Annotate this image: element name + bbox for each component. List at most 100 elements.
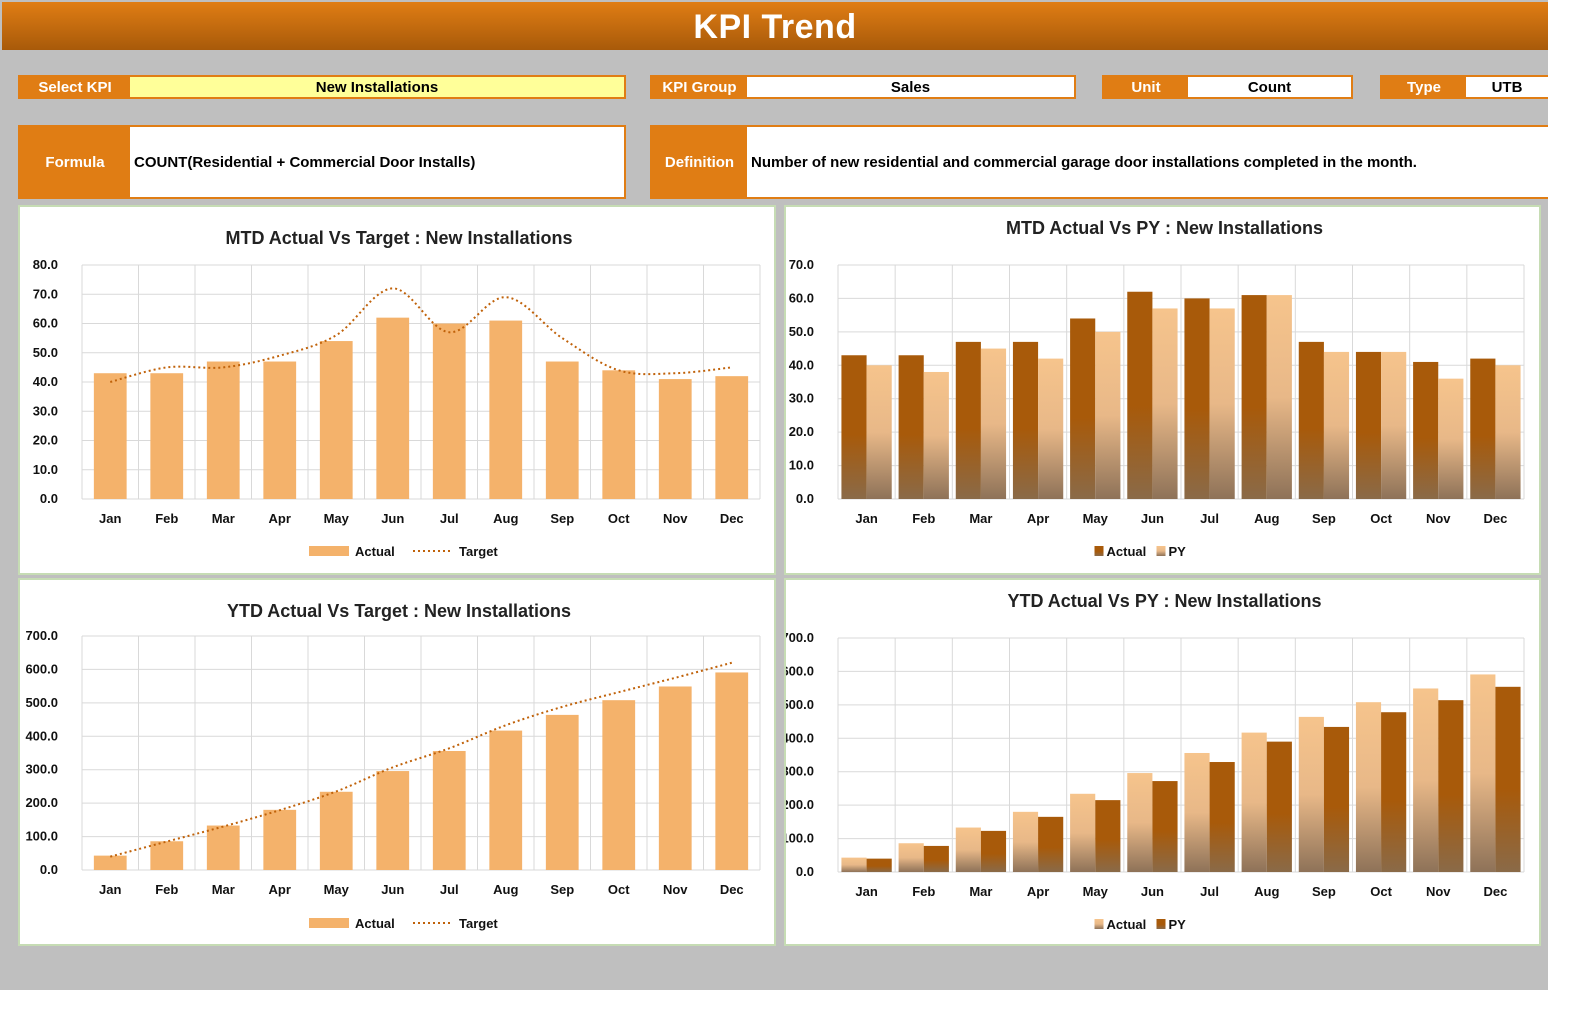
legend-label-actual: Actual <box>1107 917 1147 932</box>
bar-py <box>1095 800 1121 872</box>
x-tick-label: Sep <box>1312 511 1336 526</box>
bar-actual <box>319 791 353 870</box>
y-tick-label: 700.0 <box>786 630 814 645</box>
bar-actual <box>715 376 749 499</box>
bar-actual <box>1241 295 1267 499</box>
chart-svg-3: YTD Actual Vs PY : New Installations 0.0 1… <box>786 591 1525 932</box>
x-tick-label: Jul <box>1200 884 1219 899</box>
x-tick-label: Dec <box>720 511 744 526</box>
bar-actual <box>1413 361 1439 499</box>
x-tick-label: Feb <box>155 882 178 897</box>
bar-actual <box>955 827 981 872</box>
definition-label: Definition <box>652 127 747 197</box>
y-tick-label: 50.0 <box>789 324 814 339</box>
unit-value: Count <box>1188 77 1351 97</box>
x-tick-label: Apr <box>269 882 291 897</box>
y-tick-label: 300.0 <box>25 762 58 777</box>
x-tick-label: Oct <box>1370 884 1392 899</box>
x-tick-label: Feb <box>155 511 178 526</box>
x-tick-label: Jun <box>1141 511 1164 526</box>
type-label: Type <box>1382 77 1466 97</box>
y-tick-label: 500.0 <box>786 697 814 712</box>
x-tick-label: Dec <box>1483 884 1507 899</box>
formula-block: Formula COUNT(Residential + Commercial D… <box>18 125 626 199</box>
bar-actual <box>489 730 523 870</box>
x-tick-label: Mar <box>969 884 992 899</box>
line-target <box>109 661 733 858</box>
legend-label-py: PY <box>1169 544 1187 559</box>
select-kpi-label: Select KPI <box>20 77 130 97</box>
y-tick-label: 0.0 <box>40 491 58 506</box>
definition-value: Number of new residential and commercial… <box>747 127 1548 197</box>
y-tick-label: 500.0 <box>25 695 58 710</box>
x-tick-label: Jan <box>855 511 877 526</box>
x-tick-label: Jan <box>99 882 121 897</box>
formula-label: Formula <box>20 127 130 197</box>
page-title: KPI Trend <box>2 2 1548 50</box>
chart-svg-2: YTD Actual Vs Target : New Installations… <box>25 601 761 931</box>
bar-py <box>1038 816 1064 872</box>
select-kpi-field[interactable]: Select KPI New Installations <box>18 75 626 99</box>
bar-py <box>1438 378 1464 499</box>
x-tick-label: Oct <box>608 511 630 526</box>
sheet-margin-bottom <box>0 990 1548 1012</box>
legend-label-actual: Actual <box>1107 544 1147 559</box>
bar-py <box>866 858 892 872</box>
bar-actual <box>955 341 981 499</box>
legend-swatch-py <box>1156 546 1166 556</box>
bar-actual <box>1355 351 1382 499</box>
legend-label-target: Target <box>459 544 498 559</box>
bar-actual <box>93 855 127 870</box>
bar-actual <box>1070 793 1096 872</box>
unit-field: Unit Count <box>1102 75 1353 99</box>
y-tick-label: 0.0 <box>796 491 814 506</box>
bar-actual <box>1298 716 1324 872</box>
bar-actual <box>602 700 636 870</box>
bar-actual <box>263 809 297 870</box>
y-tick-label: 20.0 <box>789 424 814 439</box>
x-tick-label: May <box>324 511 350 526</box>
y-tick-label: 100.0 <box>25 829 58 844</box>
bar-actual <box>1127 773 1153 872</box>
bar-actual <box>602 370 636 499</box>
y-tick-label: 30.0 <box>33 403 58 418</box>
y-tick-label: 0.0 <box>40 862 58 877</box>
bar-actual <box>715 672 749 870</box>
bar-actual <box>1355 702 1382 872</box>
x-tick-label: Feb <box>912 511 935 526</box>
x-tick-label: Nov <box>1426 884 1451 899</box>
x-tick-label: Jul <box>440 511 459 526</box>
y-tick-label: 70.0 <box>789 257 814 272</box>
x-tick-label: Apr <box>1027 884 1049 899</box>
chart-title: YTD Actual Vs Target : New Installations <box>227 601 571 621</box>
x-tick-label: Mar <box>212 882 235 897</box>
bar-actual <box>658 379 692 499</box>
x-tick-label: Dec <box>720 882 744 897</box>
x-tick-label: Sep <box>1312 884 1336 899</box>
y-tick-label: 40.0 <box>789 357 814 372</box>
x-tick-label: Aug <box>1254 511 1279 526</box>
bar-actual <box>1241 732 1267 872</box>
y-tick-label: 0.0 <box>796 864 814 879</box>
bar-actual <box>376 317 410 499</box>
bar-actual <box>658 686 692 870</box>
x-tick-label: Jun <box>381 511 404 526</box>
bar-actual <box>1470 358 1496 499</box>
bar-py <box>1323 726 1350 872</box>
bar-py <box>1495 365 1521 499</box>
legend-swatch-actual <box>309 918 349 928</box>
y-tick-label: 10.0 <box>789 458 814 473</box>
y-tick-label: 200.0 <box>25 795 58 810</box>
x-tick-label: Apr <box>1027 511 1049 526</box>
legend-label-target: Target <box>459 916 498 931</box>
x-tick-label: Jul <box>1200 511 1219 526</box>
select-kpi-dropdown[interactable]: New Installations <box>130 77 624 97</box>
legend-label-actual: Actual <box>355 544 395 559</box>
y-tick-label: 300.0 <box>786 764 814 779</box>
bar-py <box>866 365 892 499</box>
bar-actual <box>150 373 184 499</box>
bar-actual <box>1070 318 1096 499</box>
kpi-group-field: KPI Group Sales <box>650 75 1076 99</box>
bar-actual <box>319 341 353 499</box>
bar-py <box>1038 358 1064 499</box>
